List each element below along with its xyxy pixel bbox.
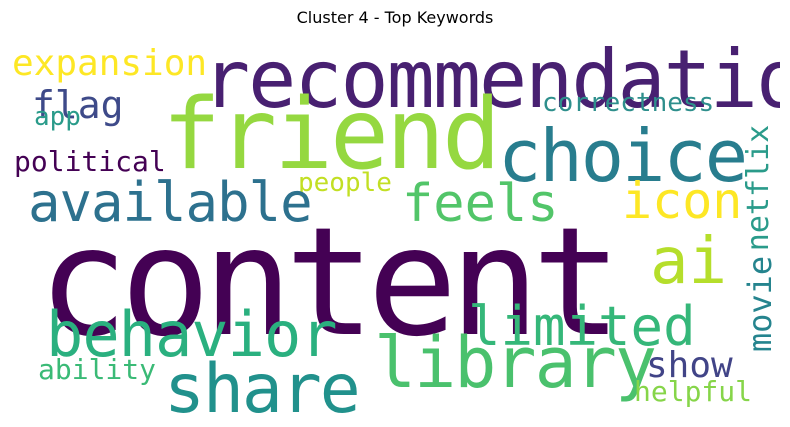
word-behavior: behavior [46,298,338,371]
word-available: available [28,171,313,234]
word-friend: friend [162,78,501,192]
word-cloud: expansion flag app political recommendat… [10,38,780,419]
word-netflix: netflix [741,124,777,252]
word-content: content [38,196,622,370]
word-people: people [298,168,392,198]
word-choice: choice [498,114,748,198]
word-political: political [14,145,166,178]
word-recommendation: recommendation [202,38,780,126]
word-ability: ability [38,353,157,386]
word-show: show [646,345,733,386]
word-flag: flag [32,83,124,127]
word-feels: feels [402,174,559,234]
figure-title: Cluster 4 - Top Keywords [296,8,494,27]
word-helpful: helpful [634,375,753,408]
word-movie: movie [741,255,780,353]
word-app: app [34,102,81,132]
word-share: share [164,350,361,419]
word-icon: icon [622,172,743,230]
word-expansion: expansion [12,43,208,84]
word-limited: limited [468,295,696,358]
word-correctness: correctness [542,88,715,118]
word-library: library [374,322,657,404]
word-ai: ai [650,225,728,299]
